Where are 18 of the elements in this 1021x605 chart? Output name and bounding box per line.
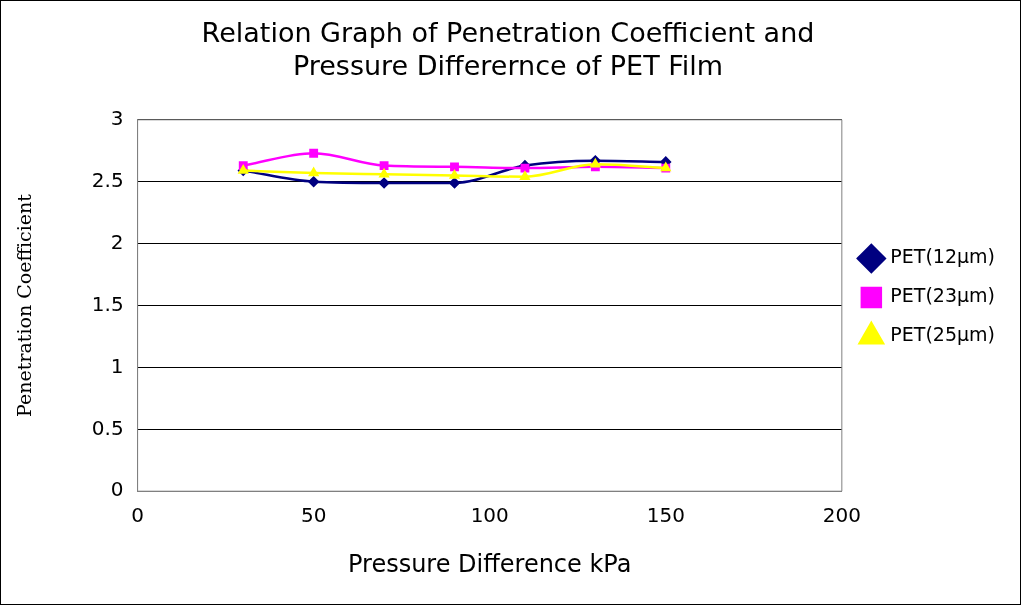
- y-tick-label: 0.5: [91, 415, 124, 440]
- x-tick-label: 100: [470, 503, 509, 528]
- chart-title: Relation Graph of Penetration Coefficient and Pressure Differernce of PET Film: [201, 17, 815, 81]
- x-axis-title: Pressure Difference kPa: [347, 549, 632, 578]
- x-tick-label: 200: [822, 503, 861, 528]
- x-tick-label: 50: [300, 503, 327, 528]
- y-tick-label: 3: [110, 106, 124, 130]
- legend-label: PET(12μm): [890, 245, 995, 268]
- y-tick-label: 1: [110, 353, 124, 378]
- y-tick-label: 2: [110, 229, 124, 254]
- y-tick-label: 1.5: [91, 291, 124, 316]
- x-tick-label: 0: [131, 503, 144, 528]
- legend-label: PET(23μm): [890, 284, 995, 307]
- legend-label: PET(25μm): [890, 323, 995, 346]
- x-tick-label: 150: [646, 503, 685, 528]
- y-axis-title: Penetration Coefficient: [13, 193, 36, 417]
- y-tick-label: 2.5: [91, 167, 124, 192]
- y-tick-label: 0: [110, 477, 124, 502]
